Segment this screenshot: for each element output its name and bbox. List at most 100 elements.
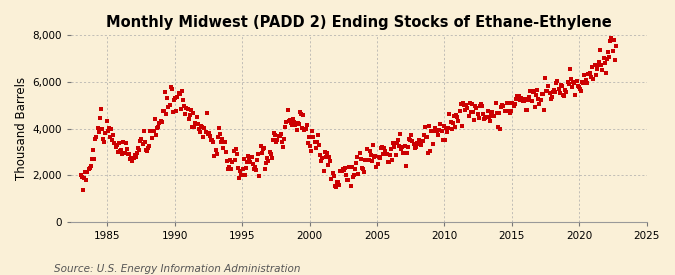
Point bbox=[543, 84, 554, 88]
Point bbox=[444, 111, 455, 116]
Point bbox=[493, 111, 504, 115]
Point bbox=[468, 110, 479, 115]
Point bbox=[99, 140, 110, 144]
Point bbox=[392, 141, 402, 146]
Point bbox=[346, 165, 357, 169]
Point bbox=[399, 144, 410, 148]
Point bbox=[277, 139, 288, 144]
Point bbox=[288, 117, 298, 121]
Point bbox=[472, 112, 483, 117]
Point bbox=[515, 97, 526, 102]
Point bbox=[247, 162, 258, 166]
Point bbox=[353, 172, 364, 176]
Point bbox=[530, 104, 541, 109]
Point bbox=[194, 129, 205, 134]
Point bbox=[109, 141, 120, 145]
Point bbox=[463, 114, 474, 118]
Point bbox=[227, 159, 238, 164]
Point bbox=[450, 125, 460, 130]
Point bbox=[429, 126, 440, 131]
Point bbox=[409, 146, 420, 150]
Point bbox=[269, 131, 279, 136]
Point bbox=[497, 103, 508, 108]
Point bbox=[287, 123, 298, 128]
Point bbox=[558, 92, 568, 97]
Y-axis label: Thousand Barrels: Thousand Barrels bbox=[15, 77, 28, 180]
Point bbox=[605, 39, 616, 43]
Point bbox=[461, 103, 472, 107]
Point bbox=[475, 103, 485, 108]
Point bbox=[436, 128, 447, 133]
Point bbox=[585, 71, 595, 75]
Point bbox=[580, 78, 591, 82]
Point bbox=[451, 113, 462, 118]
Point bbox=[502, 100, 512, 105]
Point bbox=[379, 146, 389, 150]
Point bbox=[400, 164, 411, 168]
Point bbox=[512, 94, 522, 98]
Point bbox=[162, 95, 173, 100]
Point bbox=[329, 183, 340, 188]
Point bbox=[500, 109, 511, 113]
Point bbox=[590, 73, 601, 77]
Point bbox=[434, 128, 445, 133]
Point bbox=[607, 49, 618, 53]
Point bbox=[255, 144, 266, 148]
Point bbox=[549, 87, 560, 92]
Title: Monthly Midwest (PADD 2) Ending Stocks of Ethane-Ethylene: Monthly Midwest (PADD 2) Ending Stocks o… bbox=[106, 15, 612, 30]
Point bbox=[466, 109, 477, 114]
Point bbox=[471, 106, 482, 110]
Point bbox=[603, 50, 614, 54]
Point bbox=[487, 110, 497, 114]
Point bbox=[581, 81, 592, 85]
Point bbox=[138, 129, 149, 134]
Point bbox=[367, 159, 377, 163]
Point bbox=[390, 153, 401, 157]
Point bbox=[517, 99, 528, 103]
Point bbox=[516, 96, 527, 100]
Point bbox=[568, 80, 578, 85]
Point bbox=[297, 125, 308, 130]
Point bbox=[243, 154, 254, 158]
Point bbox=[470, 103, 481, 108]
Point bbox=[181, 106, 192, 110]
Point bbox=[78, 188, 88, 192]
Point bbox=[108, 133, 119, 138]
Point bbox=[86, 164, 97, 169]
Point bbox=[595, 48, 605, 52]
Point bbox=[107, 138, 117, 142]
Point bbox=[479, 117, 490, 121]
Point bbox=[230, 158, 240, 163]
Point bbox=[556, 84, 567, 88]
Point bbox=[307, 129, 318, 134]
Point bbox=[209, 154, 220, 158]
Point bbox=[535, 98, 546, 103]
Point bbox=[76, 173, 86, 177]
Point bbox=[417, 139, 428, 143]
Point bbox=[184, 113, 195, 117]
Point bbox=[514, 94, 524, 98]
Point bbox=[510, 97, 521, 101]
Point bbox=[140, 140, 151, 145]
Point bbox=[341, 172, 352, 177]
Point bbox=[256, 150, 267, 155]
Point bbox=[142, 149, 153, 153]
Point bbox=[593, 63, 603, 67]
Point bbox=[589, 63, 600, 67]
Point bbox=[426, 128, 437, 133]
Point bbox=[587, 65, 597, 69]
Point bbox=[561, 89, 572, 94]
Point bbox=[128, 155, 139, 160]
Point bbox=[333, 180, 344, 184]
Point bbox=[220, 150, 231, 155]
Point bbox=[559, 94, 570, 98]
Point bbox=[196, 125, 207, 130]
Point bbox=[122, 147, 132, 151]
Point bbox=[338, 168, 349, 172]
Point bbox=[369, 155, 379, 160]
Point bbox=[579, 73, 590, 77]
Point bbox=[154, 121, 165, 125]
Point bbox=[583, 72, 593, 76]
Point bbox=[164, 103, 175, 107]
Point bbox=[533, 97, 544, 101]
